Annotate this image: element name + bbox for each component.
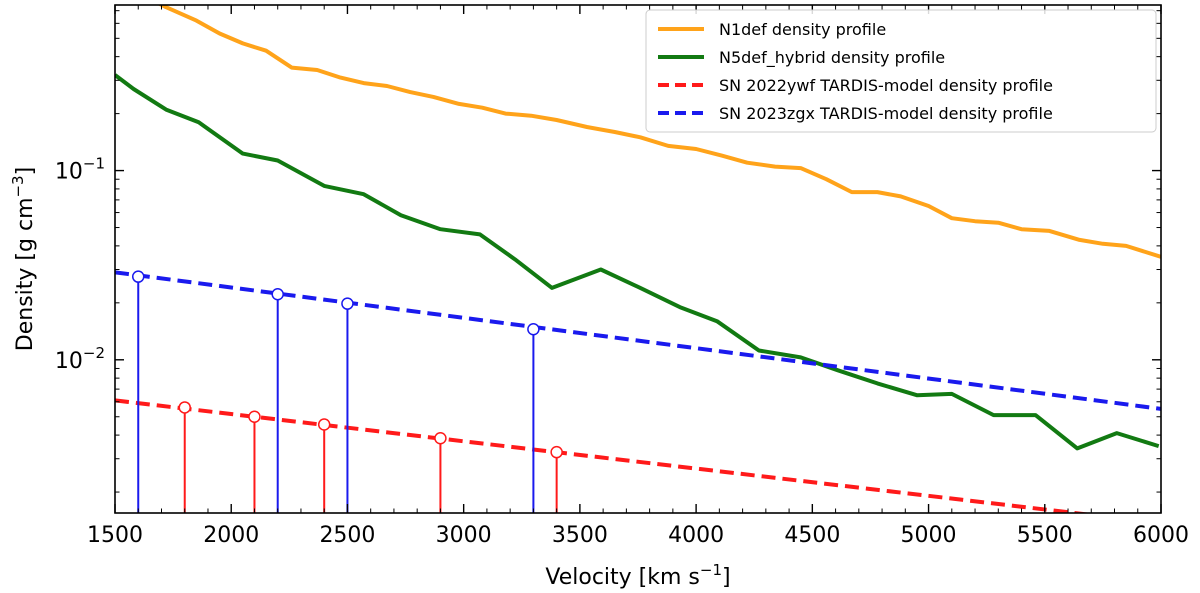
data-point-2-0 [178,401,191,414]
x-axis-label: Velocity [km s−1] [545,561,730,590]
data-point-2-4 [550,445,563,459]
data-point-2-2 [317,418,331,431]
data-point-3-2 [341,297,354,310]
y-tick-label: 10−2 [55,344,105,374]
series-line-2 [115,398,1093,513]
tick-layer: 1500 2000 2500 3000 3500 4000 4500 5000 5500 6000… [55,5,1189,548]
legend: N1def density profile N5def_hybrid densit… [645,9,1157,133]
x-tick-label: 6000 [1133,523,1189,548]
data-point-3-1 [271,288,284,301]
x-tick-label: 4000 [668,523,724,548]
data-point-3-3 [527,323,540,336]
series-line-1 [115,73,1160,451]
x-tick-label: 4500 [784,523,840,548]
x-tick-label: 1500 [87,523,143,548]
x-tick-label: 3500 [552,523,608,548]
data-point-3-0 [131,270,145,283]
legend-entry-2: SN 2022ywf TARDIS-model density profile [719,76,1053,95]
x-tick-label: 2500 [319,523,375,548]
data-point-2-1 [248,410,261,424]
legend-entry-0: N1def density profile [719,20,886,39]
y-axis-label: Density [g cm−3] [9,167,38,351]
x-tick-label: 5500 [1017,523,1073,548]
x-tick-label: 5000 [901,523,957,548]
series-line-0 [157,5,1161,259]
x-tick-label: 3000 [436,523,492,548]
series-line-3 [115,270,1161,411]
legend-entry-3: SN 2023zgx TARDIS-model density profile [719,104,1053,123]
legend-entry-1: N5def_hybrid density profile [719,48,945,68]
series-layer [115,5,1161,513]
x-tick-label: 2000 [203,523,259,548]
legend-box [645,9,1157,133]
y-tick-label: 10−1 [55,155,105,185]
data-point-2-3 [434,431,447,445]
plot-frame [114,4,1162,514]
